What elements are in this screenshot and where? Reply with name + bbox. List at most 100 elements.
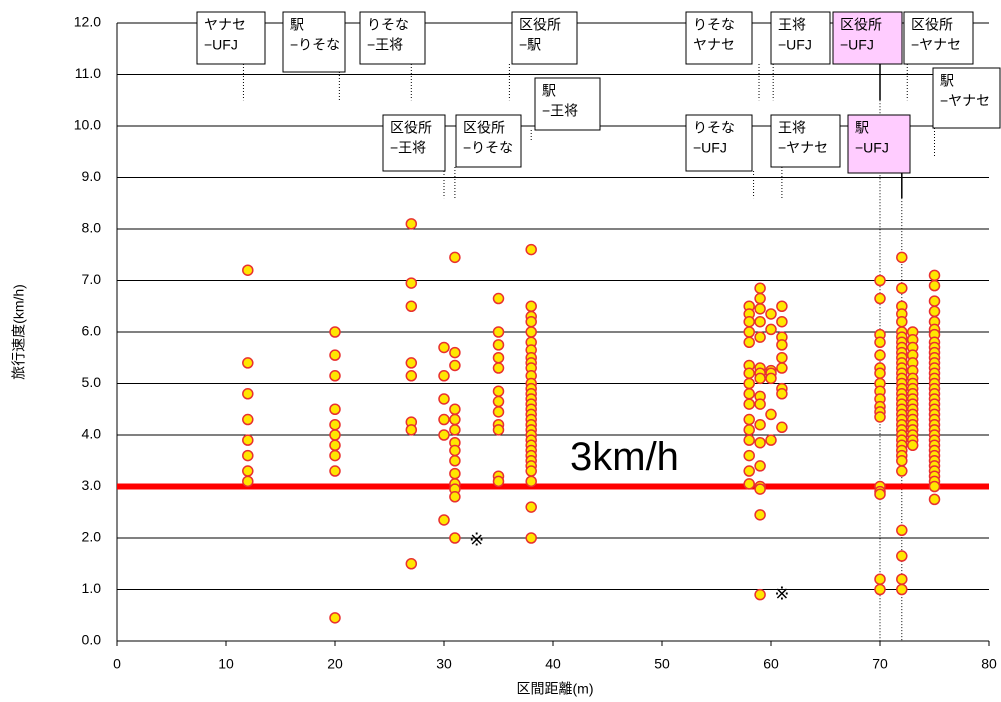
- annotation-text: −UFJ: [778, 37, 812, 53]
- point: [242, 465, 254, 477]
- point: [438, 413, 450, 426]
- point: [754, 460, 766, 472]
- point: [329, 403, 341, 415]
- annotation-box: [455, 114, 522, 168]
- annotation-box: [903, 11, 974, 65]
- annotation-text: 王将: [778, 120, 806, 136]
- point: [242, 264, 254, 276]
- point: [329, 326, 341, 338]
- point: [405, 558, 418, 570]
- point: [754, 436, 766, 449]
- point: [765, 372, 777, 385]
- x-tick-label: 10: [218, 656, 234, 672]
- point: [492, 326, 505, 338]
- point: [754, 418, 766, 431]
- point: [492, 395, 505, 408]
- annotation-text: −りそな: [463, 140, 513, 156]
- point: [492, 352, 505, 364]
- annotation-text: −駅: [519, 37, 541, 53]
- annotation-text: りそな: [693, 17, 735, 33]
- point: [329, 429, 341, 441]
- point: [492, 385, 505, 397]
- point: [928, 480, 941, 493]
- annotation-text: −UFJ: [855, 140, 889, 156]
- point: [754, 483, 766, 495]
- point: [242, 388, 254, 400]
- point: [449, 359, 461, 372]
- point: [329, 465, 341, 477]
- point: [896, 573, 908, 585]
- point: [449, 444, 461, 457]
- annotation-box: [932, 67, 1001, 129]
- annotation-box: [511, 11, 578, 65]
- note-mark: ※: [774, 583, 789, 603]
- point: [928, 269, 941, 282]
- point: [743, 424, 755, 436]
- point: [754, 303, 766, 315]
- annotation-box: [770, 114, 841, 168]
- annotation-text: 区役所: [519, 17, 561, 33]
- y-tick-label: 6.0: [82, 323, 102, 339]
- point: [743, 377, 755, 390]
- point: [329, 418, 341, 431]
- annotation-box: [770, 11, 831, 65]
- point: [754, 509, 766, 521]
- point: [492, 475, 505, 488]
- point: [525, 475, 537, 488]
- annotation-text: 駅: [542, 83, 556, 99]
- point: [525, 501, 537, 513]
- y-axis-label: 旅行速度(km/h): [11, 284, 27, 380]
- point: [743, 449, 755, 462]
- point: [329, 349, 341, 361]
- y-tick-label: 10.0: [74, 117, 101, 133]
- point: [438, 393, 450, 405]
- annotation-text: 区役所: [911, 17, 953, 33]
- annotation-text: −ヤナセ: [940, 93, 990, 109]
- point: [896, 524, 908, 537]
- y-tick-label: 9.0: [82, 168, 102, 184]
- x-tick-label: 30: [436, 656, 452, 672]
- point: [896, 315, 908, 328]
- point: [896, 583, 908, 596]
- point: [928, 305, 941, 318]
- annotation-text: 駅: [940, 73, 954, 89]
- point: [754, 398, 766, 410]
- point: [329, 612, 341, 624]
- point: [242, 475, 254, 488]
- point: [896, 465, 908, 477]
- point: [928, 295, 941, 307]
- x-axis-label: 区間距離(m): [517, 681, 594, 697]
- annotation-box: [685, 114, 753, 172]
- point: [525, 326, 537, 338]
- y-tick-label: 11.0: [75, 65, 101, 81]
- point: [329, 449, 341, 462]
- annotation-box: [282, 11, 346, 73]
- point: [874, 292, 886, 305]
- point: [449, 532, 461, 544]
- y-tick-label: 1.0: [82, 580, 102, 596]
- annotation-text: −UFJ: [204, 37, 238, 53]
- annotation-text: 王将: [778, 17, 806, 33]
- annotation-text: −UFJ: [840, 37, 874, 53]
- annotation-text: −UFJ: [693, 140, 727, 156]
- point: [765, 308, 777, 320]
- annotation-text: −ヤナセ: [778, 140, 828, 156]
- point: [449, 491, 461, 503]
- annotation-box: [196, 11, 266, 65]
- y-tick-label: 2.0: [82, 529, 102, 545]
- point: [743, 398, 755, 410]
- point: [525, 300, 537, 312]
- point: [438, 370, 450, 382]
- point: [776, 362, 788, 374]
- y-tick-label: 8.0: [82, 220, 102, 236]
- point: [743, 388, 755, 400]
- point: [525, 315, 537, 328]
- point: [743, 326, 755, 338]
- point: [438, 429, 450, 441]
- x-tick-label: 50: [654, 656, 670, 672]
- point: [754, 372, 766, 385]
- point: [928, 279, 941, 292]
- point: [405, 357, 418, 369]
- annotation-text: −王将: [542, 103, 578, 119]
